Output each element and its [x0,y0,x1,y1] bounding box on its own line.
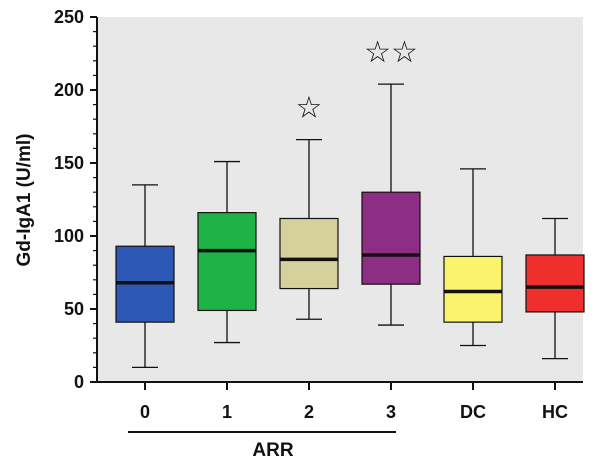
box-HC [525,217,585,360]
plot-background [97,17,583,382]
x-tick-label: 1 [222,402,232,422]
y-tick-label: 50 [64,299,84,319]
box-iqr [279,217,339,290]
box-iqr [361,191,421,285]
y-tick-label: 150 [54,153,84,173]
y-tick-label: 0 [74,372,84,392]
box-iqr [197,212,257,312]
significance-star: ☆ [296,91,323,126]
box-iqr [525,254,585,313]
box-DC [443,168,503,347]
y-tick-label: 100 [54,226,84,246]
box-1 [197,160,257,344]
box-3: ☆☆ [361,35,421,326]
x-tick-label: 0 [140,402,150,422]
y-axis-title: Gd-IgA1 (U/ml) [14,134,35,267]
group-bracket-label: ARR [252,440,293,461]
y-ticks-layer: 0 50 100 150 200 250 [54,7,97,392]
x-tick-label: 3 [386,402,396,422]
x-ticks-layer: 0 1 2 3 DC HC [140,382,568,422]
y-tick-label: 250 [54,7,84,27]
x-tick-label: 2 [304,402,314,422]
y-tick-label: 200 [54,80,84,100]
x-tick-label: HC [542,402,568,422]
box-iqr [443,255,503,323]
box-0 [115,184,175,369]
x-tick-label: DC [460,402,486,422]
significance-star: ☆☆ [364,35,418,70]
boxes-layer: ☆☆☆ [115,35,585,369]
box-2: ☆ [279,91,339,320]
